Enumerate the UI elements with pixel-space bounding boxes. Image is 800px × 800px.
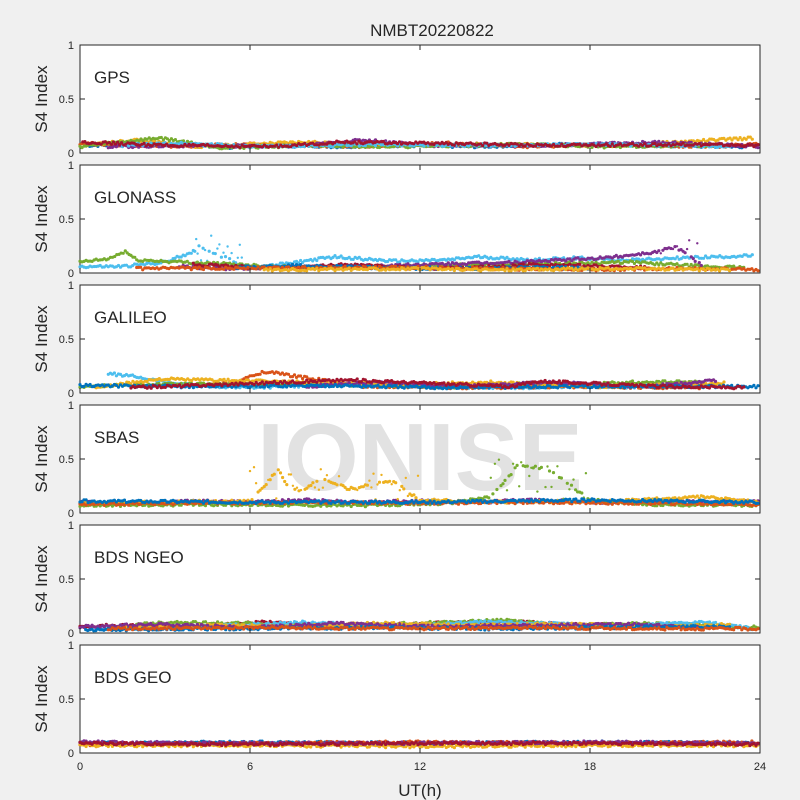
data-point	[355, 142, 359, 146]
data-point	[347, 266, 351, 270]
data-point	[222, 251, 225, 254]
y-tick-label: 0	[68, 148, 74, 160]
data-point	[292, 373, 297, 377]
data-point	[683, 251, 687, 255]
data-point	[756, 269, 760, 273]
data-point	[422, 144, 426, 148]
data-point	[228, 257, 232, 261]
data-point	[675, 245, 679, 248]
data-point	[630, 379, 635, 383]
data-point	[377, 145, 382, 150]
data-point	[199, 259, 203, 262]
x-axis-label: UT(h)	[398, 781, 441, 800]
data-point	[681, 141, 685, 145]
data-point	[657, 249, 661, 253]
data-point	[659, 252, 662, 255]
data-point	[207, 249, 211, 253]
data-point	[685, 262, 689, 266]
data-point	[748, 135, 752, 139]
data-point	[226, 245, 229, 248]
data-point	[216, 247, 219, 250]
data-point	[210, 234, 213, 237]
data-point	[730, 138, 734, 142]
data-point	[691, 257, 695, 261]
data-point	[728, 136, 732, 140]
data-point	[688, 239, 691, 242]
data-point	[149, 141, 153, 145]
data-point	[213, 252, 217, 256]
data-point	[139, 265, 143, 269]
data-point	[121, 251, 125, 255]
data-point	[657, 139, 661, 143]
panel-glonass: 0 0.5 1 GLONASS S4 Index	[32, 160, 761, 280]
data-point	[218, 243, 221, 246]
data-point	[159, 135, 163, 140]
data-point	[258, 372, 262, 376]
data-point	[203, 248, 207, 252]
panel-label: GLONASS	[94, 188, 176, 207]
data-point	[590, 145, 594, 149]
data-point	[699, 263, 703, 268]
data-point	[671, 247, 675, 251]
data-point	[236, 256, 239, 259]
y-tick-label: 0	[68, 268, 74, 280]
panel-gps: 0 0.5 1 GPS S4 Index	[32, 40, 761, 160]
data-point	[673, 140, 677, 144]
data-point	[299, 374, 303, 378]
data-point	[756, 146, 760, 150]
data-point	[112, 371, 116, 375]
y-tick-label: 1	[68, 160, 74, 172]
y-axis-label: S4 Index	[32, 185, 51, 253]
data-point	[238, 145, 242, 150]
data-point	[109, 142, 113, 146]
data-point	[161, 138, 165, 142]
axes-box	[79, 284, 761, 394]
data-point	[141, 139, 145, 143]
panels-group: 0 0.5 1 GPS S4 Index 0 0.5 1 GLONASS S4 Index 00.5…	[32, 40, 766, 773]
y-tick-label: 1	[68, 40, 74, 52]
data-point	[693, 259, 697, 263]
data-point	[608, 144, 612, 148]
data-point	[697, 261, 701, 265]
data-point	[142, 141, 146, 145]
y-tick-label: 0.5	[59, 214, 74, 226]
data-point	[738, 136, 742, 140]
data-point	[481, 144, 485, 148]
data-point	[197, 244, 201, 248]
data-point	[750, 253, 754, 257]
axes-box	[79, 44, 761, 154]
figure-title: NMBT20220822	[370, 21, 494, 40]
data-point	[696, 242, 699, 245]
data-point	[578, 262, 582, 266]
panel-label: GPS	[94, 68, 130, 87]
data-point	[744, 137, 748, 141]
y-axis-label: S4 Index	[32, 65, 51, 133]
data-point	[230, 251, 233, 255]
data-point	[750, 137, 754, 141]
data-point	[756, 143, 760, 147]
data-point	[238, 243, 241, 246]
data-point	[706, 139, 710, 143]
data-point	[173, 138, 177, 142]
data-point	[689, 140, 693, 144]
data-point	[240, 256, 243, 259]
data-point	[728, 269, 732, 273]
data-point	[195, 237, 198, 241]
y-tick-label: 0.5	[59, 94, 74, 106]
data-point	[736, 138, 740, 142]
data-point	[193, 249, 197, 253]
data-point	[196, 252, 199, 255]
data-point	[201, 267, 206, 272]
data-point	[702, 137, 706, 142]
data-point	[189, 251, 193, 255]
data-point	[127, 144, 131, 148]
data-point	[219, 255, 223, 259]
data-point	[167, 139, 171, 143]
data-point	[223, 255, 228, 259]
data-point	[315, 258, 319, 263]
data-point	[685, 247, 689, 251]
data-point	[181, 139, 186, 143]
